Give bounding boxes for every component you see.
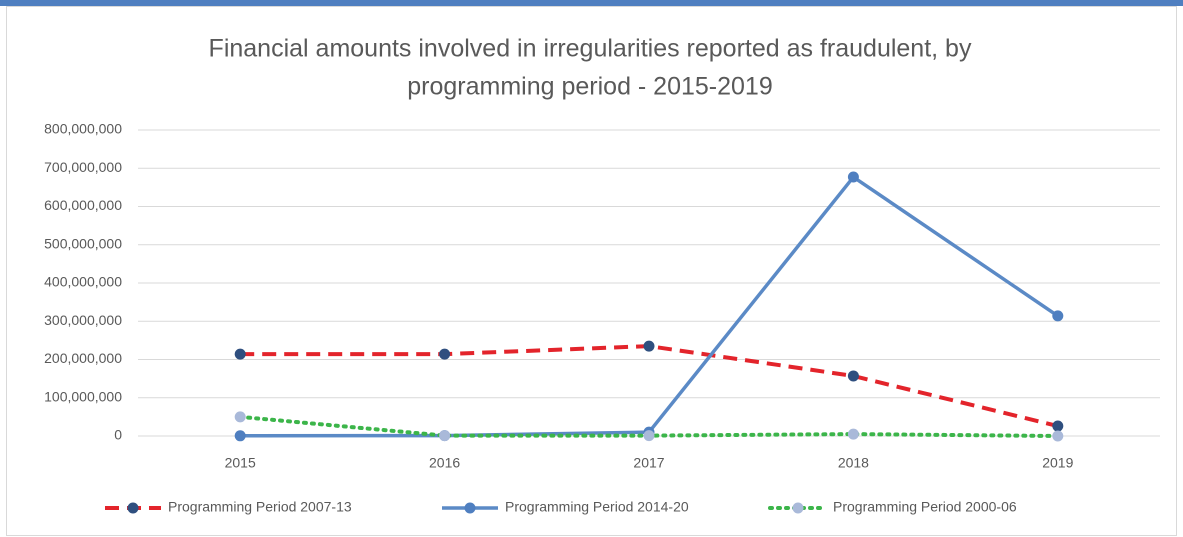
x-tick-label: 2017 <box>633 455 664 471</box>
y-tick-label: 600,000,000 <box>44 197 122 213</box>
series-marker <box>643 340 655 352</box>
series-marker <box>643 430 655 442</box>
y-tick-label: 0 <box>114 427 122 443</box>
legend-label: Programming Period 2007-13 <box>168 499 352 515</box>
legend-label: Programming Period 2014-20 <box>505 499 689 515</box>
legend-marker <box>792 502 804 514</box>
top-strip <box>0 0 1183 6</box>
series-marker <box>439 348 451 360</box>
x-tick-label: 2015 <box>225 455 256 471</box>
x-tick-label: 2018 <box>838 455 869 471</box>
chart-title: programming period - 2015-2019 <box>407 73 773 101</box>
series-marker <box>1052 310 1064 322</box>
series-marker <box>1052 420 1064 432</box>
series-marker <box>1052 430 1064 442</box>
y-tick-label: 100,000,000 <box>44 388 122 404</box>
y-tick-label: 700,000,000 <box>44 159 122 175</box>
series-marker <box>439 430 451 442</box>
y-tick-label: 300,000,000 <box>44 312 122 328</box>
x-tick-label: 2016 <box>429 455 460 471</box>
legend-marker <box>464 502 476 514</box>
y-tick-label: 800,000,000 <box>44 121 122 137</box>
series-marker <box>234 411 246 423</box>
series-marker <box>847 370 859 382</box>
chart-border <box>6 6 1177 536</box>
legend-marker <box>127 502 139 514</box>
legend-label: Programming Period 2000-06 <box>833 499 1017 515</box>
x-tick-label: 2019 <box>1042 455 1073 471</box>
series-marker <box>234 430 246 442</box>
series-line <box>240 174 1059 438</box>
series-marker <box>847 171 859 183</box>
series-marker <box>234 348 246 360</box>
series-line <box>240 344 1059 428</box>
y-tick-label: 500,000,000 <box>44 235 122 251</box>
y-tick-label: 200,000,000 <box>44 350 122 366</box>
y-tick-label: 400,000,000 <box>44 274 122 290</box>
chart-title: Financial amounts involved in irregulari… <box>209 35 972 63</box>
series-marker <box>847 428 859 440</box>
